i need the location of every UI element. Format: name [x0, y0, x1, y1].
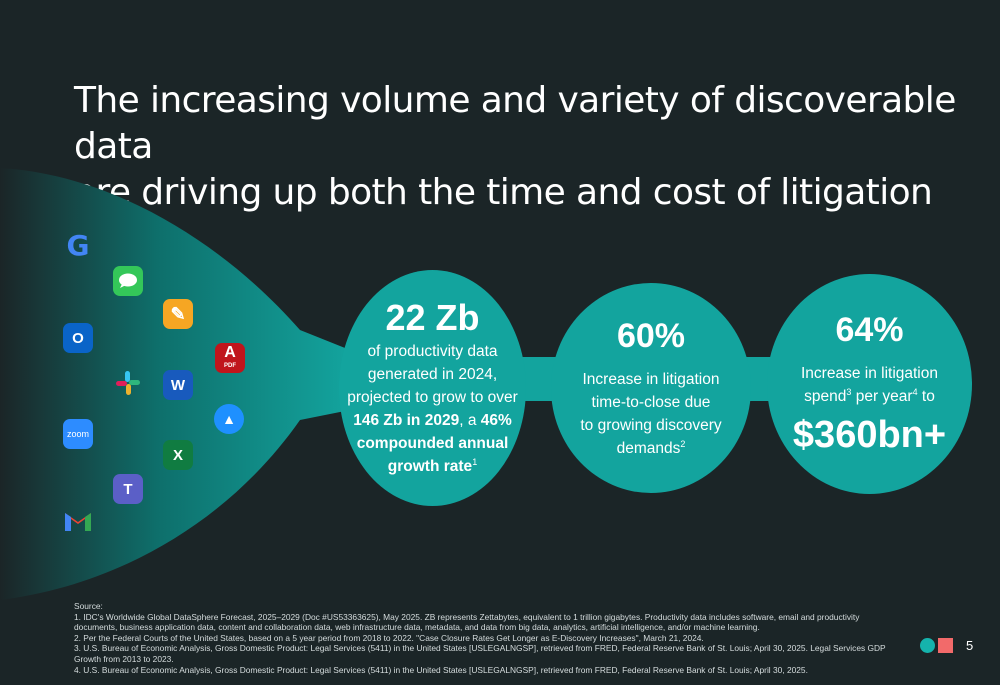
slack-icon — [113, 368, 143, 398]
stat-value: 22 Zb — [385, 297, 480, 338]
stat-text: per year — [851, 388, 913, 405]
stat-value: 64% — [835, 311, 904, 349]
stat-line: 146 Zb in 2029, a 46% — [347, 409, 518, 432]
footnote-ref: 3 — [846, 386, 852, 397]
stat-text: to — [917, 388, 935, 405]
title-line: are driving up both the time and cost of… — [74, 172, 933, 213]
source-item: 1. IDC's Worldwide Global DataSphere For… — [74, 611, 860, 633]
stat-text: spend — [804, 388, 847, 405]
source-item: 3. U.S. Bureau of Economic Analysis, Gro… — [74, 643, 886, 664]
footnote-ref: 4 — [912, 386, 918, 397]
stat-litigation-spend: 64% Increase in litigation spend3 per ye… — [767, 274, 972, 494]
outlook-icon: O — [63, 323, 93, 353]
stat-line: generated in 2024, — [367, 366, 498, 383]
source-item: 4. U.S. Bureau of Economic Analysis, Gro… — [74, 664, 808, 675]
page-title: The increasing volume and variety of dis… — [74, 78, 994, 216]
stat-description: Increase in litigation spend3 per year4 … — [793, 362, 946, 408]
stat-text: demands — [616, 440, 681, 457]
stat-line: time-to-close due — [591, 394, 711, 411]
keynote-icon: ▲ — [214, 404, 244, 434]
footnote-ref: 2 — [680, 438, 686, 449]
stat-line: projected to grow to over — [347, 389, 518, 406]
stat-description: Increase in litigation time-to-close due… — [572, 368, 729, 460]
stat-line: spend3 per year4 to — [801, 385, 938, 408]
footnote-ref: 1 — [472, 456, 478, 467]
stat-bold: growth rate — [387, 458, 473, 475]
brand-square — [938, 638, 953, 653]
stat-line: Increase in litigation — [582, 371, 720, 388]
gmail-icon — [63, 506, 93, 536]
messages-icon — [113, 266, 143, 296]
stat-money-value: $360bn+ — [792, 414, 947, 456]
stat-line: demands2 — [580, 437, 721, 460]
stat-line: to growing discovery — [580, 417, 722, 434]
stat-line: growth rate1 — [347, 455, 518, 478]
title-line: The increasing volume and variety of dis… — [74, 80, 956, 167]
zoom-icon: zoom — [63, 419, 93, 449]
stat-line: Increase in litigation — [801, 365, 938, 382]
brand-dot — [920, 638, 935, 653]
source-notes: Source: 1. IDC's Worldwide Global DataSp… — [74, 601, 904, 675]
adobe-pdf-icon: A PDF — [215, 343, 245, 373]
pages-icon: ✎ — [163, 299, 193, 329]
page-indicator: 5 — [920, 638, 973, 653]
stat-description: of productivity data generated in 2024, … — [339, 340, 526, 478]
stat-line: compounded annual — [347, 432, 518, 455]
source-heading: Source: — [74, 601, 103, 611]
excel-icon: X — [163, 440, 193, 470]
source-item: 2. Per the Federal Courts of the United … — [74, 632, 704, 643]
stat-value: 60% — [616, 317, 686, 355]
word-icon: W — [163, 370, 193, 400]
page-number: 5 — [966, 638, 974, 653]
stat-bold: 46% — [480, 412, 512, 429]
stat-time-to-close: 60% Increase in litigation time-to-close… — [551, 283, 751, 493]
stat-text: , a — [459, 412, 481, 429]
stat-line: of productivity data — [367, 343, 498, 360]
stat-bold: compounded annual — [356, 435, 509, 452]
stat-productivity-data: 22 Zb of productivity data generated in … — [339, 270, 526, 506]
google-icon: G — [66, 228, 90, 262]
stat-bold: 146 Zb in 2029 — [353, 412, 460, 429]
teams-icon: T — [113, 474, 143, 504]
